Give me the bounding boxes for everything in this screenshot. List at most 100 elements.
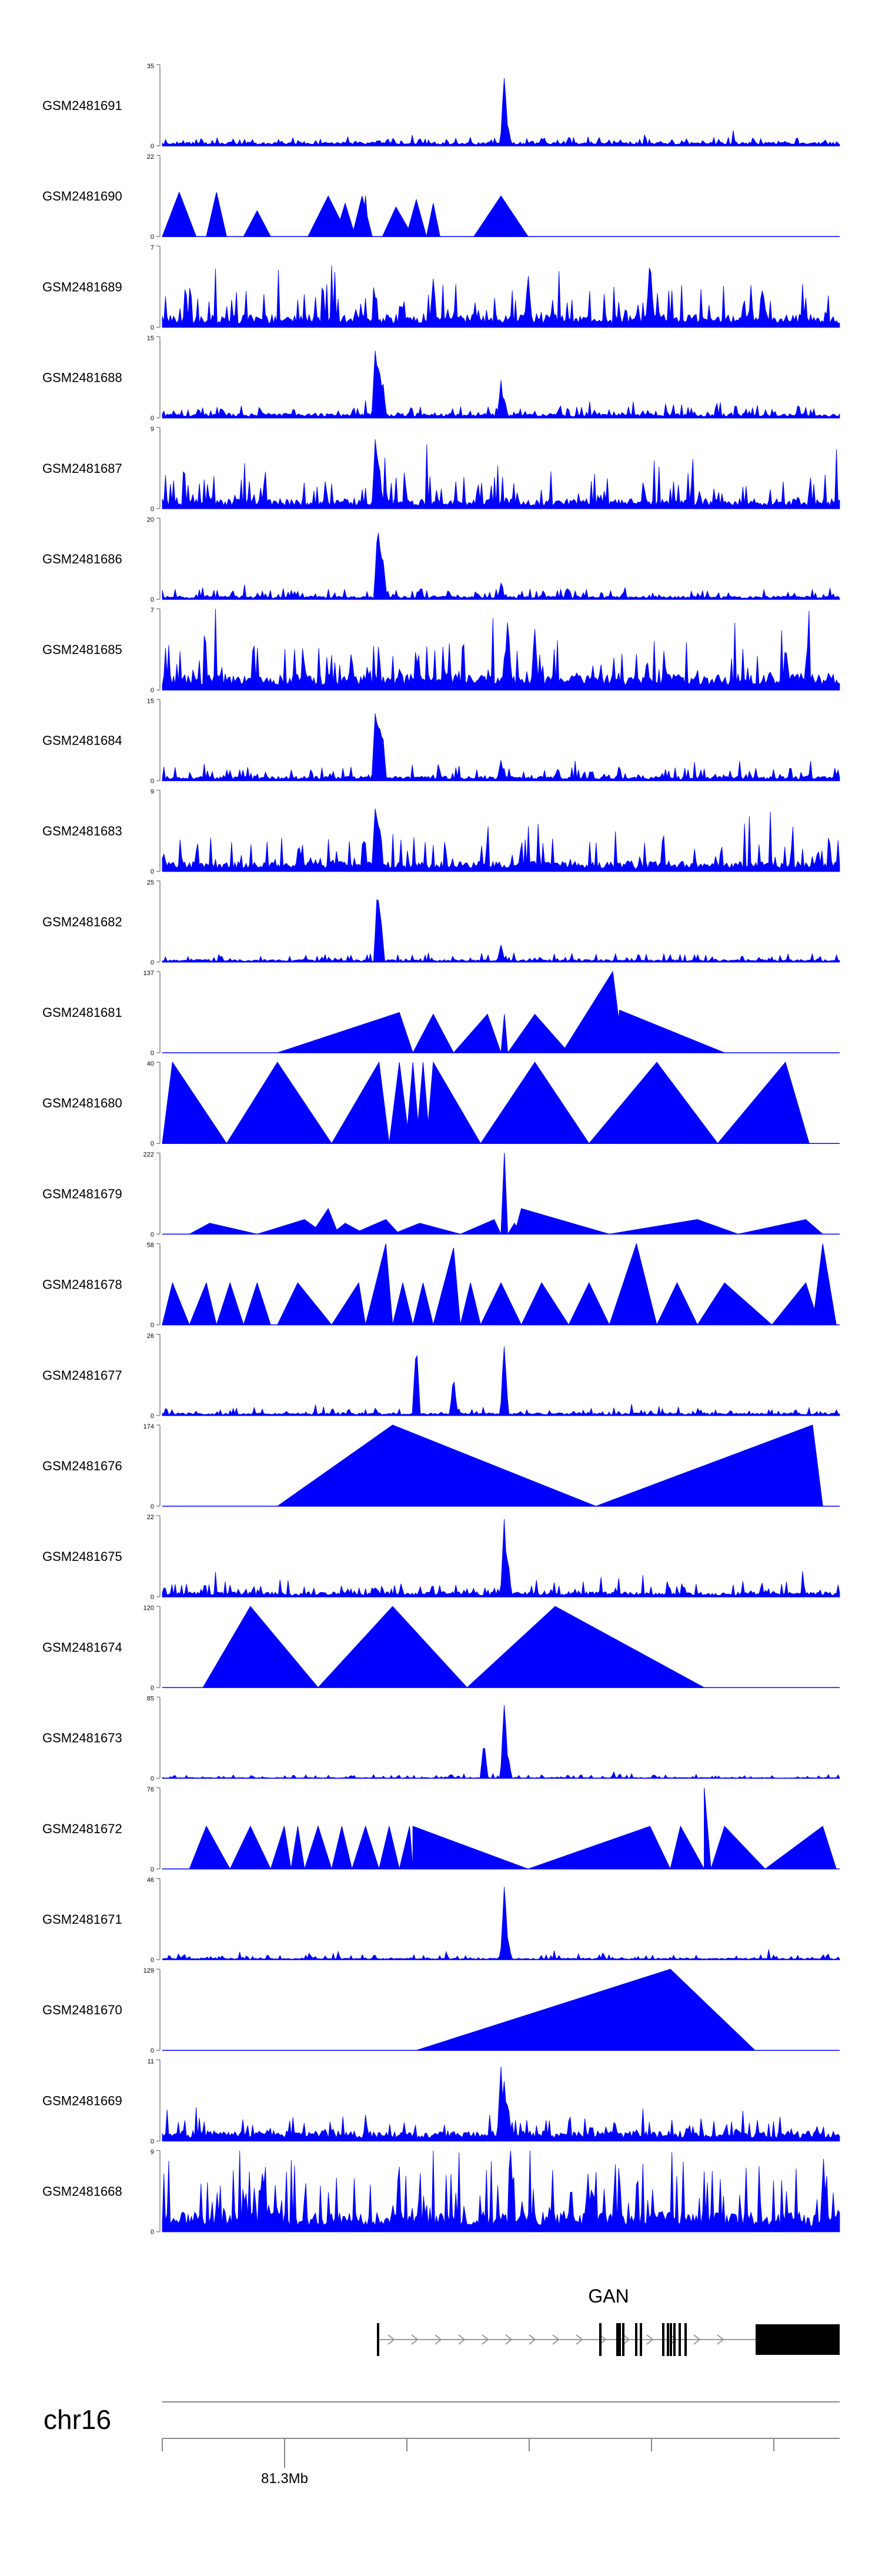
signal-tracks: GSM2481691350GSM2481690220GSM248168970GS… xyxy=(42,63,840,2236)
gene-exon xyxy=(673,2323,676,2356)
track-ymax-label: 26 xyxy=(147,1333,154,1340)
strand-arrow xyxy=(576,2334,583,2345)
signal-peak xyxy=(460,1219,502,1234)
track-gsm2481678: GSM2481678 58 0 xyxy=(42,1242,840,1329)
signal-peak xyxy=(406,1062,420,1144)
genomic-axis: chr16 81.3Mb xyxy=(44,2401,840,2487)
track-gsm2481668: GSM2481668 9 0 xyxy=(42,2149,840,2236)
signal-peak xyxy=(243,210,272,237)
track-sample-label: GSM2481674 xyxy=(42,1640,122,1654)
signal-peak xyxy=(520,1282,570,1326)
track-gsm2481690: GSM2481690 22 0 xyxy=(42,154,840,241)
track-ymin-label: 0 xyxy=(151,1866,154,1873)
gene-exon xyxy=(599,2323,602,2356)
track-ymin-label: 0 xyxy=(151,1503,154,1510)
track-ymax-label: 11 xyxy=(148,2058,154,2065)
track-ymin-label: 0 xyxy=(151,2229,154,2236)
track-gsm2481689: GSM2481689 7 0 xyxy=(42,244,840,331)
track-ymin-label: 0 xyxy=(151,324,154,331)
track-ymax-label: 7 xyxy=(151,607,154,614)
track-ymin-label: 0 xyxy=(151,869,154,876)
signal-peak xyxy=(738,1219,824,1234)
signal-coverage xyxy=(162,265,840,328)
track-ymax-label: 20 xyxy=(147,516,154,523)
signal-peak xyxy=(277,1012,413,1053)
signal-peak xyxy=(389,1062,410,1144)
strand-arrow xyxy=(670,2334,677,2345)
signal-peak xyxy=(588,1062,719,1144)
signal-peak xyxy=(426,1061,482,1144)
track-gsm2481682: GSM2481682 25 0 xyxy=(42,879,840,966)
track-ymax-label: 15 xyxy=(147,698,154,705)
track-sample-label: GSM2481682 xyxy=(42,915,122,929)
gene-exon xyxy=(662,2323,664,2356)
chromosome-label: chr16 xyxy=(44,2404,111,2435)
track-gsm2481684: GSM2481684 15 0 xyxy=(42,698,840,785)
signal-coverage xyxy=(162,713,840,781)
strand-arrow xyxy=(482,2334,489,2345)
signal-peak xyxy=(473,195,529,237)
signal-peak xyxy=(290,1826,305,1870)
signal-peak xyxy=(480,1062,590,1144)
signal-peak xyxy=(304,1825,332,1870)
signal-peak xyxy=(243,1282,271,1326)
track-sample-label: GSM2481688 xyxy=(42,371,122,385)
track-ymax-label: 9 xyxy=(151,426,154,433)
strand-arrow xyxy=(646,2334,654,2345)
signal-peak xyxy=(216,1282,244,1326)
signal-peak xyxy=(412,1826,529,1870)
signal-coverage xyxy=(162,1887,840,1960)
track-ymin-label: 0 xyxy=(151,959,154,966)
signal-coverage xyxy=(162,2150,840,2232)
strand-arrow xyxy=(411,2334,419,2345)
signal-peak xyxy=(351,1825,380,1870)
signal-peak xyxy=(453,1013,502,1053)
signal-peak xyxy=(609,1219,739,1234)
strand-arrow xyxy=(717,2334,724,2345)
signal-peak xyxy=(162,1282,190,1326)
gene-exon xyxy=(619,2323,621,2356)
signal-peak xyxy=(399,1826,413,1870)
track-ymax-label: 174 xyxy=(143,1423,154,1430)
signal-peak xyxy=(365,1243,393,1326)
track-ymin-label: 0 xyxy=(151,506,154,513)
signal-peak xyxy=(416,1968,756,2051)
track-gsm2481675: GSM2481675 22 0 xyxy=(42,1514,840,1601)
track-ymax-label: 9 xyxy=(151,789,154,796)
signal-peak xyxy=(568,1282,610,1326)
signal-coverage xyxy=(162,351,840,418)
strand-arrow xyxy=(599,2334,607,2345)
track-ymin-label: 0 xyxy=(151,415,154,422)
signal-coverage xyxy=(162,899,840,963)
signal-peak xyxy=(507,1013,570,1053)
track-sample-label: GSM2481671 xyxy=(42,1912,122,1927)
track-ymax-label: 85 xyxy=(147,1696,154,1703)
signal-peak xyxy=(812,1243,837,1326)
track-ymin-label: 0 xyxy=(151,1594,154,1601)
signal-coverage xyxy=(162,1346,840,1416)
signal-coverage xyxy=(162,533,840,600)
signal-peak xyxy=(392,1283,413,1326)
track-ymax-label: 46 xyxy=(147,1877,154,1884)
signal-peak xyxy=(697,1282,773,1326)
track-ymin-label: 0 xyxy=(151,1957,154,1964)
signal-peak xyxy=(609,1242,657,1326)
signal-peak xyxy=(378,1826,400,1870)
gene-label: GAN xyxy=(588,2285,629,2307)
signal-coverage xyxy=(162,439,840,509)
track-sample-label: GSM2481690 xyxy=(42,189,122,203)
track-gsm2481672: GSM2481672 76 0 xyxy=(42,1786,840,1873)
signal-peak xyxy=(331,1061,390,1144)
signal-peak xyxy=(500,1153,509,1234)
strand-arrow xyxy=(435,2334,442,2345)
track-ymin-label: 0 xyxy=(151,2138,154,2145)
signal-peak xyxy=(596,1424,823,1507)
track-sample-label: GSM2481689 xyxy=(42,279,122,294)
signal-peak xyxy=(500,1014,509,1053)
track-ymin-label: 0 xyxy=(151,1050,154,1057)
signal-coverage xyxy=(162,2066,840,2141)
track-gsm2481676: GSM2481676 174 0 xyxy=(42,1423,840,1510)
track-sample-label: GSM2481684 xyxy=(42,733,122,748)
track-gsm2481687: GSM2481687 9 0 xyxy=(42,426,840,513)
signal-peak xyxy=(351,196,373,237)
